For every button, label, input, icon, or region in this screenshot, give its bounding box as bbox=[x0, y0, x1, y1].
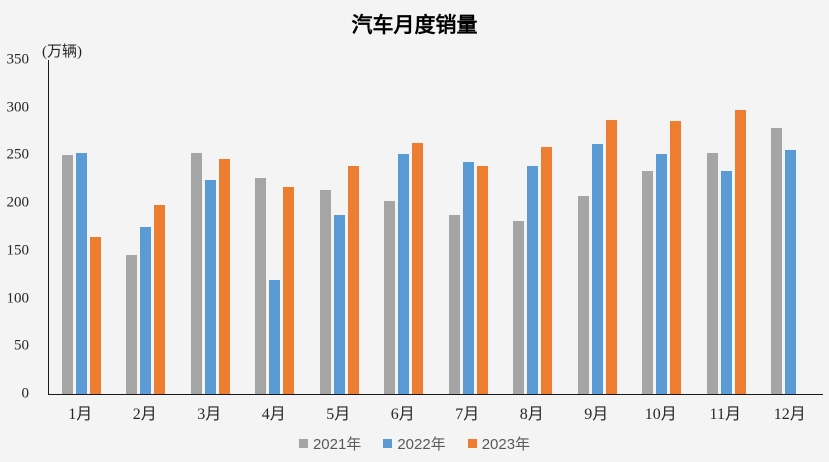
bar-group-3月 bbox=[178, 60, 243, 394]
x-tick-label: 6月 bbox=[390, 406, 415, 423]
bar-2022年-3月 bbox=[204, 180, 216, 394]
legend: 2021年 2022年 2023年 bbox=[0, 433, 829, 453]
legend-label: 2021年 bbox=[312, 435, 362, 453]
legend-item-2021年: 2021年 bbox=[298, 433, 362, 454]
legend-item-2023年: 2023年 bbox=[467, 433, 531, 454]
bar-2021年-11月 bbox=[706, 152, 718, 394]
y-tick-label: 350 bbox=[6, 51, 30, 68]
bar-groups bbox=[49, 60, 823, 394]
y-tick-label: 100 bbox=[6, 290, 30, 307]
bar-2023年-4月 bbox=[283, 186, 295, 394]
bar-2022年-7月 bbox=[462, 162, 474, 394]
chart-title: 汽车月度销量 bbox=[351, 13, 478, 37]
x-tick-label: 11月 bbox=[709, 406, 741, 423]
bar-2022年-10月 bbox=[656, 153, 668, 394]
legend-swatch-icon bbox=[298, 438, 308, 448]
bar-group-12月 bbox=[759, 60, 824, 394]
y-axis-tick-labels: 0 50 100 150 200 250 300 350 bbox=[0, 52, 30, 401]
bar-2023年-10月 bbox=[670, 121, 682, 394]
bar-2021年-1月 bbox=[61, 155, 73, 394]
bar-2023年-9月 bbox=[605, 120, 617, 394]
x-tick-label: 1月 bbox=[68, 406, 93, 423]
bar-2022年-1月 bbox=[75, 152, 87, 394]
legend-swatch-icon bbox=[383, 438, 393, 448]
bar-2023年-2月 bbox=[154, 205, 166, 394]
legend-label: 2023年 bbox=[481, 435, 531, 453]
legend-item-2022年: 2022年 bbox=[383, 433, 446, 454]
bar-2023年-8月 bbox=[541, 146, 553, 394]
bar-2023年-6月 bbox=[412, 143, 424, 394]
x-axis-tick-labels: 1月 2月 3月 4月 5月 6月 7月 8月 9月 10月 11月 12月 bbox=[48, 400, 822, 424]
bar-2021年-2月 bbox=[126, 254, 138, 394]
legend-label: 2022年 bbox=[397, 435, 446, 453]
bar-2022年-12月 bbox=[785, 149, 797, 394]
y-axis-unit-label: (万辆) bbox=[42, 44, 82, 60]
y-tick-label: 300 bbox=[6, 99, 30, 116]
bar-2021年-10月 bbox=[642, 170, 654, 394]
bar-2021年-8月 bbox=[513, 221, 525, 394]
bar-group-6月 bbox=[372, 60, 437, 394]
bar-group-4月 bbox=[243, 60, 308, 394]
x-tick-label: 5月 bbox=[326, 406, 351, 423]
plot-area bbox=[48, 60, 823, 395]
bar-group-9月 bbox=[565, 60, 630, 394]
bar-2021年-12月 bbox=[771, 127, 783, 394]
x-tick-label: 4月 bbox=[261, 406, 286, 423]
bar-group-10月 bbox=[630, 60, 695, 394]
bar-2022年-11月 bbox=[720, 170, 732, 394]
bar-2022年-6月 bbox=[398, 154, 410, 394]
bar-2021年-7月 bbox=[448, 214, 460, 394]
bar-2023年-11月 bbox=[734, 109, 746, 394]
y-tick-label: 250 bbox=[6, 146, 30, 163]
bar-2023年-7月 bbox=[476, 165, 488, 394]
y-tick-label: 150 bbox=[6, 242, 30, 259]
x-tick-label: 2月 bbox=[132, 406, 157, 423]
bar-2022年-9月 bbox=[591, 143, 603, 394]
bar-2023年-5月 bbox=[347, 165, 359, 394]
bar-2021年-4月 bbox=[255, 178, 267, 394]
bar-2023年-3月 bbox=[218, 159, 230, 394]
bar-2021年-5月 bbox=[319, 189, 331, 394]
bar-group-5月 bbox=[307, 60, 372, 394]
bar-2022年-8月 bbox=[527, 165, 539, 394]
x-tick-label: 7月 bbox=[455, 406, 480, 423]
bar-2022年-4月 bbox=[269, 280, 281, 394]
y-tick-label: 50 bbox=[14, 337, 29, 354]
x-tick-label: 10月 bbox=[644, 406, 677, 423]
bar-2021年-6月 bbox=[384, 201, 396, 394]
bar-group-7月 bbox=[436, 60, 501, 394]
x-tick-label: 9月 bbox=[584, 406, 609, 423]
bar-2021年-9月 bbox=[577, 195, 589, 394]
bar-group-1月 bbox=[49, 60, 114, 394]
bar-2022年-5月 bbox=[333, 214, 345, 394]
bar-group-2月 bbox=[114, 60, 179, 394]
x-tick-label: 12月 bbox=[773, 406, 806, 423]
bar-2022年-2月 bbox=[140, 227, 152, 394]
bar-2021年-3月 bbox=[190, 152, 202, 394]
legend-swatch-icon bbox=[467, 438, 477, 448]
y-tick-label: 200 bbox=[6, 194, 30, 211]
bar-2023年-1月 bbox=[89, 236, 101, 394]
x-tick-label: 3月 bbox=[197, 406, 222, 423]
x-tick-label: 8月 bbox=[519, 406, 544, 423]
bar-group-11月 bbox=[694, 60, 759, 394]
bar-group-8月 bbox=[501, 60, 566, 394]
y-tick-label: 0 bbox=[21, 385, 30, 402]
